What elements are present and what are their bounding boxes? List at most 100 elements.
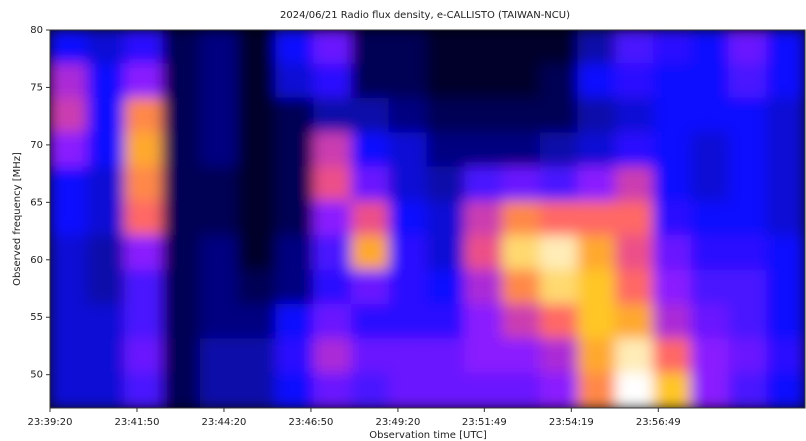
heatmap-cell	[351, 201, 391, 237]
heatmap-cell	[49, 373, 89, 409]
heatmap-cell	[729, 270, 769, 306]
heatmap-cell	[653, 201, 693, 237]
heatmap-cell	[427, 373, 467, 409]
heatmap-cell	[502, 201, 542, 237]
heatmap-cell	[464, 201, 504, 237]
heatmap-cell	[313, 201, 353, 237]
heatmap-cell	[502, 166, 542, 202]
heatmap-cell	[464, 373, 504, 409]
heatmap-cell	[540, 29, 580, 65]
heatmap-cell	[427, 98, 467, 134]
heatmap-cell	[691, 338, 731, 374]
x-tick-label: 23:39:20	[28, 417, 73, 428]
heatmap-cell	[313, 373, 353, 409]
heatmap-cell	[162, 98, 202, 134]
heatmap-cell	[502, 29, 542, 65]
heatmap-cell	[427, 270, 467, 306]
heatmap-cell	[502, 338, 542, 374]
heatmap-cell	[729, 63, 769, 99]
heatmap-cell	[200, 166, 240, 202]
heatmap-cell	[87, 166, 127, 202]
heatmap-cell	[502, 63, 542, 99]
heatmap-cell	[578, 63, 618, 99]
heatmap-cell	[276, 29, 316, 65]
heatmap-cell	[389, 98, 429, 134]
heatmap-cell	[578, 235, 618, 271]
heatmap-cell	[200, 29, 240, 65]
heatmap-cell	[540, 98, 580, 134]
heatmap-cell	[540, 270, 580, 306]
heatmap-cell	[162, 270, 202, 306]
heatmap-cell	[615, 132, 655, 168]
x-tick-label: 23:56:49	[636, 417, 681, 428]
heatmap-cell	[276, 304, 316, 340]
heatmap-cell	[49, 304, 89, 340]
heatmap-cell	[729, 201, 769, 237]
heatmap-cell	[427, 29, 467, 65]
heatmap-cell	[615, 235, 655, 271]
heatmap-cell	[766, 63, 806, 99]
heatmap-cell	[389, 132, 429, 168]
heatmap-cell	[578, 166, 618, 202]
heatmap-cell	[615, 304, 655, 340]
heatmap-cell	[351, 166, 391, 202]
heatmap-cell	[653, 338, 693, 374]
heatmap-cell	[200, 270, 240, 306]
heatmap-cell	[125, 166, 165, 202]
heatmap-cell	[125, 98, 165, 134]
y-tick-label: 60	[30, 255, 43, 266]
heatmap-cell	[162, 132, 202, 168]
heatmap-cell	[615, 98, 655, 134]
heatmap-cell	[464, 63, 504, 99]
heatmap-cell	[691, 235, 731, 271]
y-tick-label: 80	[30, 25, 43, 36]
heatmap-cell	[162, 201, 202, 237]
heatmap-cell	[313, 270, 353, 306]
heatmap-cell	[351, 304, 391, 340]
heatmap-cell	[276, 63, 316, 99]
heatmap-cell	[464, 304, 504, 340]
heatmap-cell	[464, 132, 504, 168]
y-tick-label: 75	[30, 82, 43, 93]
heatmap-cell	[87, 373, 127, 409]
heatmap-cell	[162, 304, 202, 340]
heatmap-cell	[653, 270, 693, 306]
x-axis-label: Observation time [UTC]	[369, 430, 487, 441]
heatmap-cell	[766, 235, 806, 271]
heatmap-cell	[540, 338, 580, 374]
heatmap-cell	[729, 338, 769, 374]
heatmap-cell	[200, 98, 240, 134]
heatmap-cell	[238, 29, 278, 65]
heatmap-cell	[464, 29, 504, 65]
heatmap-cell	[49, 201, 89, 237]
heatmap-cell	[766, 338, 806, 374]
heatmap-cell	[276, 132, 316, 168]
x-tick-label: 23:49:20	[375, 417, 420, 428]
y-tick-label: 55	[30, 312, 43, 323]
heatmap-cell	[125, 373, 165, 409]
heatmap-cell	[729, 29, 769, 65]
heatmap-cell	[125, 201, 165, 237]
heatmap-cell	[162, 338, 202, 374]
heatmap-cell	[578, 270, 618, 306]
heatmap-cell	[653, 132, 693, 168]
heatmap-cell	[351, 132, 391, 168]
heatmap-cell	[578, 98, 618, 134]
heatmap-cell	[653, 29, 693, 65]
heatmap-cell	[464, 235, 504, 271]
heatmap-cell	[125, 132, 165, 168]
heatmap-cell	[200, 338, 240, 374]
heatmap-cell	[615, 201, 655, 237]
heatmap-cell	[578, 304, 618, 340]
heatmap-cell	[464, 270, 504, 306]
heatmap-cell	[578, 373, 618, 409]
heatmap-cell	[615, 63, 655, 99]
heatmap-cell	[540, 63, 580, 99]
heatmap-cell	[162, 166, 202, 202]
y-tick-label: 50	[30, 370, 43, 381]
heatmap-cell	[351, 373, 391, 409]
heatmap-cell	[427, 201, 467, 237]
heatmap-cell	[729, 235, 769, 271]
heatmap-cell	[691, 201, 731, 237]
heatmap-cell	[691, 132, 731, 168]
